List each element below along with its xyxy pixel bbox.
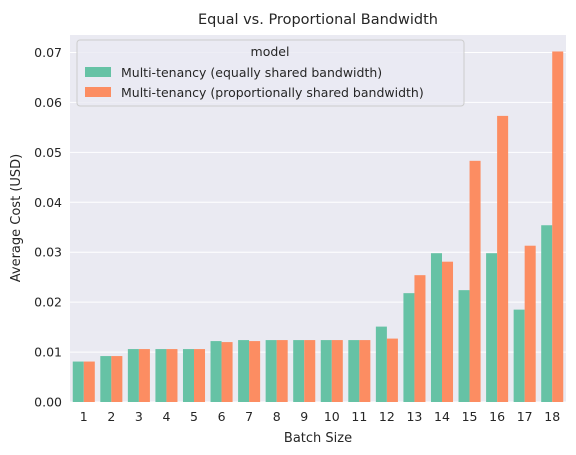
bar-proportional-2 xyxy=(111,356,123,402)
bar-equal-7 xyxy=(238,340,250,402)
x-tick-label: 3 xyxy=(135,409,143,424)
y-tick-label: 0.07 xyxy=(34,45,62,60)
x-tick-label: 12 xyxy=(379,409,395,424)
bar-proportional-11 xyxy=(359,340,371,402)
bar-equal-13 xyxy=(403,293,415,402)
bar-proportional-3 xyxy=(138,349,150,402)
bar-equal-9 xyxy=(293,340,305,402)
bar-proportional-5 xyxy=(194,349,206,402)
bar-proportional-4 xyxy=(166,349,178,402)
x-tick-label: 7 xyxy=(245,409,253,424)
bar-proportional-10 xyxy=(331,340,343,402)
bar-equal-8 xyxy=(265,340,277,402)
x-tick-labels: 1 2 3 4 5 6 7 8 9 10 11 12 13 14 15 16 17 18 xyxy=(80,409,560,424)
bar-equal-4 xyxy=(155,349,167,402)
bar-equal-5 xyxy=(182,349,194,402)
x-axis-label: Batch Size xyxy=(284,431,352,446)
bar-equal-11 xyxy=(348,340,360,402)
bar-proportional-16 xyxy=(497,115,509,402)
bar-proportional-18 xyxy=(552,51,564,403)
y-tick-label: 0.06 xyxy=(34,95,62,110)
x-tick-label: 8 xyxy=(273,409,281,424)
x-tick-label: 5 xyxy=(190,409,198,424)
bar-proportional-6 xyxy=(221,342,233,402)
legend-box xyxy=(76,39,465,107)
legend-swatch-proportional xyxy=(85,87,111,97)
legend-label-proportional: Multi-tenancy (proportionally shared ban… xyxy=(121,85,424,100)
y-tick-label: 0.02 xyxy=(34,295,62,310)
bar-equal-15 xyxy=(458,290,470,402)
y-tick-labels: 0.00 0.01 0.02 0.03 0.04 0.05 0.06 0.07 xyxy=(34,45,62,410)
x-tick-label: 16 xyxy=(489,409,505,424)
y-tick-label: 0.04 xyxy=(34,195,62,210)
legend-title: model xyxy=(251,44,290,59)
x-tick-label: 10 xyxy=(324,409,340,424)
bar-equal-10 xyxy=(320,340,332,402)
chart-title: Equal vs. Proportional Bandwidth xyxy=(198,12,438,28)
bar-equal-16 xyxy=(486,253,498,402)
bar-proportional-14 xyxy=(442,261,454,402)
bar-equal-14 xyxy=(430,253,442,402)
y-tick-label: 0.05 xyxy=(34,145,62,160)
x-tick-label: 14 xyxy=(434,409,450,424)
bar-proportional-12 xyxy=(386,338,398,402)
bar-equal-6 xyxy=(210,341,222,402)
bar-equal-17 xyxy=(513,309,525,402)
x-tick-label: 9 xyxy=(300,409,308,424)
x-tick-label: 2 xyxy=(107,409,115,424)
x-tick-label: 6 xyxy=(218,409,226,424)
x-tick-label: 11 xyxy=(351,409,367,424)
bar-proportional-13 xyxy=(414,275,426,402)
bar-equal-1 xyxy=(72,361,84,402)
bar-proportional-8 xyxy=(276,340,288,402)
x-tick-label: 1 xyxy=(80,409,88,424)
legend-label-equal: Multi-tenancy (equally shared bandwidth) xyxy=(121,65,382,80)
x-tick-label: 17 xyxy=(517,409,533,424)
y-axis-label: Average Cost (USD) xyxy=(9,154,24,282)
bars xyxy=(72,51,564,403)
bar-equal-12 xyxy=(375,326,387,402)
y-tick-label: 0.00 xyxy=(34,395,62,410)
bar-equal-3 xyxy=(127,349,139,402)
bar-proportional-15 xyxy=(469,160,481,402)
bar-proportional-1 xyxy=(83,361,95,402)
x-tick-label: 4 xyxy=(162,409,170,424)
bar-equal-2 xyxy=(100,356,112,402)
x-tick-label: 15 xyxy=(462,409,478,424)
bar-proportional-9 xyxy=(304,340,316,402)
legend-swatch-equal xyxy=(85,67,111,77)
legend: model Multi-tenancy (equally shared band… xyxy=(76,39,465,107)
x-tick-label: 13 xyxy=(406,409,422,424)
bar-proportional-7 xyxy=(249,341,261,402)
y-tick-label: 0.03 xyxy=(34,245,62,260)
bar-proportional-17 xyxy=(524,245,536,402)
y-tick-label: 0.01 xyxy=(34,345,62,360)
bar-equal-18 xyxy=(541,225,553,402)
x-tick-label: 18 xyxy=(544,409,560,424)
